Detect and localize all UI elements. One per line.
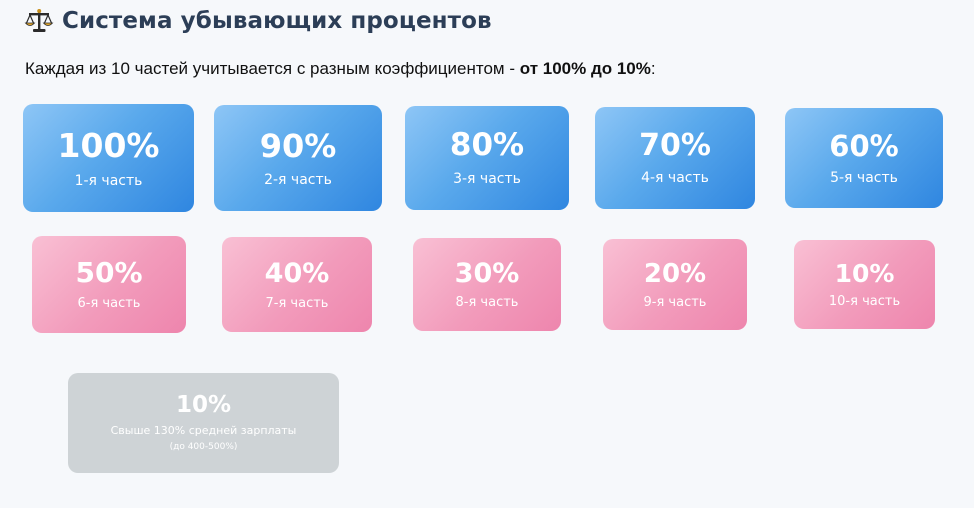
part-label: 7-я часть: [265, 295, 329, 311]
part-label: 4-я часть: [641, 170, 709, 186]
part-percent: 50%: [75, 256, 143, 289]
part-label: 2-я часть: [264, 171, 332, 188]
part-card-1: 100% 1-я часть: [23, 104, 194, 212]
part-card-2: 90% 2-я часть: [214, 105, 382, 211]
part-label: 8-я часть: [455, 295, 519, 310]
part-card-5: 60% 5-я часть: [785, 108, 943, 208]
intro-text: Каждая из 10 частей учитывается с разным…: [25, 59, 656, 79]
excess-label: Свыше 130% средней зарплаты: [110, 424, 297, 437]
part-card-8: 30% 8-я часть: [413, 238, 561, 331]
part-percent: 60%: [829, 128, 899, 163]
part-percent: 90%: [259, 126, 337, 165]
part-percent: 20%: [643, 258, 707, 289]
part-card-9: 20% 9-я часть: [603, 239, 747, 330]
part-card-4: 70% 4-я часть: [595, 107, 755, 209]
page-title: Система убывающих процентов: [62, 8, 492, 34]
part-card-10: 10% 10-я часть: [794, 240, 935, 329]
excess-card: 10% Свыше 130% средней зарплаты (до 400-…: [68, 373, 339, 473]
part-card-6: 50% 6-я часть: [32, 236, 186, 333]
part-label: 10-я часть: [828, 294, 901, 309]
excess-note: (до 400-500%): [169, 442, 238, 452]
part-card-3: 80% 3-я часть: [405, 106, 569, 210]
part-label: 9-я часть: [643, 294, 707, 310]
part-percent: 80%: [449, 127, 525, 163]
part-card-7: 40% 7-я часть: [222, 237, 372, 332]
intro-suffix: :: [650, 59, 656, 78]
part-percent: 30%: [454, 258, 520, 289]
excess-percent: 10%: [175, 392, 232, 418]
intro-prefix: Каждая из 10 частей учитывается с разным…: [25, 59, 520, 78]
scales-icon: [24, 9, 54, 32]
part-label: 6-я часть: [77, 296, 141, 311]
part-percent: 40%: [264, 257, 330, 289]
part-percent: 70%: [639, 128, 711, 163]
part-label: 5-я часть: [830, 169, 898, 186]
intro-highlight: от 100% до 10%: [519, 59, 651, 78]
part-label: 3-я часть: [453, 171, 521, 187]
page-header: Система убывающих процентов: [24, 8, 492, 34]
part-percent: 100%: [57, 125, 160, 165]
part-label: 1-я часть: [74, 172, 143, 189]
part-percent: 10%: [834, 259, 895, 288]
